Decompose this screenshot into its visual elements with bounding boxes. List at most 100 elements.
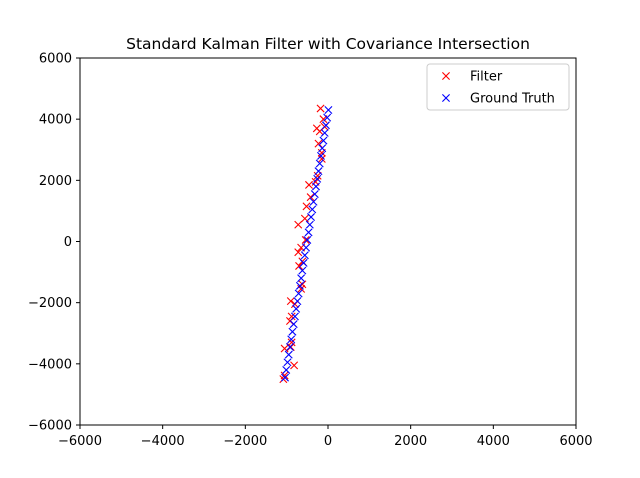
x-tick-label: 6000: [559, 434, 592, 449]
data-point-stroke-b: [299, 258, 308, 267]
data-point-stroke-b: [287, 312, 296, 321]
data-point: [292, 304, 301, 313]
data-point: [319, 136, 328, 145]
data-point-stroke-b: [285, 343, 294, 352]
data-point-stroke-b: [284, 350, 293, 359]
data-point: [300, 251, 309, 260]
data-point: [314, 139, 323, 148]
data-point: [307, 213, 316, 222]
data-point-stroke-b: [300, 251, 309, 260]
data-point: [308, 205, 317, 214]
data-point-stroke-b: [287, 338, 296, 347]
legend-label-filter: Filter: [470, 70, 503, 85]
data-point: [321, 121, 330, 130]
data-point-stroke-b: [294, 248, 303, 257]
data-point-stroke-b: [316, 151, 325, 160]
y-tick-label: −6000: [28, 419, 72, 434]
data-point: [302, 243, 311, 252]
data-point-stroke-b: [324, 106, 333, 114]
data-point-stroke-b: [292, 304, 301, 313]
data-point: [298, 280, 307, 289]
data-point: [300, 214, 309, 223]
ticks-layer: −6000 −4000 −2000 0 2000 4000 6000 −6000 −4000 −2…: [28, 52, 593, 450]
data-point-stroke-b: [283, 358, 292, 367]
data-point-stroke-b: [303, 235, 312, 244]
data-point: [324, 106, 333, 114]
data-point: [304, 180, 313, 189]
data-point: [316, 151, 325, 160]
x-tick-label: −6000: [58, 434, 102, 449]
data-point-stroke-b: [300, 214, 309, 223]
data-point: [304, 228, 313, 237]
data-point: [297, 274, 306, 283]
data-point-stroke-b: [295, 261, 304, 270]
data-point: [282, 365, 291, 374]
data-point-stroke-b: [321, 121, 330, 130]
x-tick-label: 4000: [477, 434, 510, 449]
data-point-stroke-b: [314, 167, 323, 176]
data-point-stroke-b: [298, 280, 307, 289]
data-point-stroke-b: [294, 289, 303, 298]
data-point: [286, 297, 295, 306]
data-point-stroke-b: [293, 297, 302, 306]
legend-marker-filter-stroke-b: [442, 72, 450, 80]
data-point-stroke-b: [315, 159, 324, 168]
legend: Filter Ground Truth: [426, 63, 570, 111]
data-point-stroke-b: [314, 139, 323, 148]
data-point-stroke-b: [294, 220, 303, 229]
data-point-stroke-b: [288, 327, 297, 336]
data-point: [281, 373, 290, 382]
y-tick-label: 4000: [39, 113, 72, 128]
data-point-stroke-b: [323, 113, 332, 122]
data-point-stroke-b: [316, 104, 325, 113]
data-point-stroke-b: [302, 243, 311, 252]
data-point-stroke-b: [306, 193, 315, 202]
data-point: [280, 371, 289, 380]
data-point: [294, 220, 303, 229]
data-point: [314, 167, 323, 176]
y-tick-label: 0: [64, 235, 72, 250]
data-point-stroke-b: [301, 235, 310, 244]
data-point-stroke-b: [287, 335, 296, 344]
data-point-stroke-b: [304, 228, 313, 237]
y-tick-label: 2000: [39, 174, 72, 189]
data-point-stroke-b: [304, 180, 313, 189]
data-point-stroke-b: [297, 274, 306, 283]
data-point: [289, 320, 298, 329]
legend-marker-filter: [442, 72, 450, 80]
data-point-stroke-b: [302, 202, 311, 211]
data-point: [306, 193, 315, 202]
data-point-stroke-b: [280, 344, 289, 353]
data-point: [318, 144, 327, 153]
data-point: [285, 343, 294, 352]
legend-marker-ground-truth: [442, 94, 450, 102]
x-tick-label: 2000: [394, 434, 427, 449]
data-point-stroke-b: [289, 320, 298, 329]
data-point-stroke-b: [280, 371, 289, 380]
data-point-stroke-b: [308, 205, 317, 214]
x-tick-label: 0: [324, 434, 332, 449]
x-tick-label: −2000: [223, 434, 267, 449]
data-point: [305, 220, 314, 229]
data-point-stroke-b: [290, 312, 299, 321]
chart-title: Standard Kalman Filter with Covariance I…: [126, 35, 530, 53]
data-point: [288, 327, 297, 336]
data-point: [283, 358, 292, 367]
data-point: [298, 266, 307, 275]
data-point-stroke-b: [305, 220, 314, 229]
data-point: [295, 281, 304, 290]
plot-layer: [279, 104, 333, 384]
data-point-stroke-b: [307, 213, 316, 222]
data-point: [295, 261, 304, 270]
y-tick-label: 6000: [39, 52, 72, 67]
data-point-stroke-b: [286, 297, 295, 306]
data-point: [303, 235, 312, 244]
data-point: [310, 190, 319, 199]
data-point: [287, 335, 296, 344]
data-point: [284, 350, 293, 359]
legend-box: [426, 63, 570, 111]
data-point-stroke-b: [290, 361, 299, 370]
data-point: [315, 159, 324, 168]
